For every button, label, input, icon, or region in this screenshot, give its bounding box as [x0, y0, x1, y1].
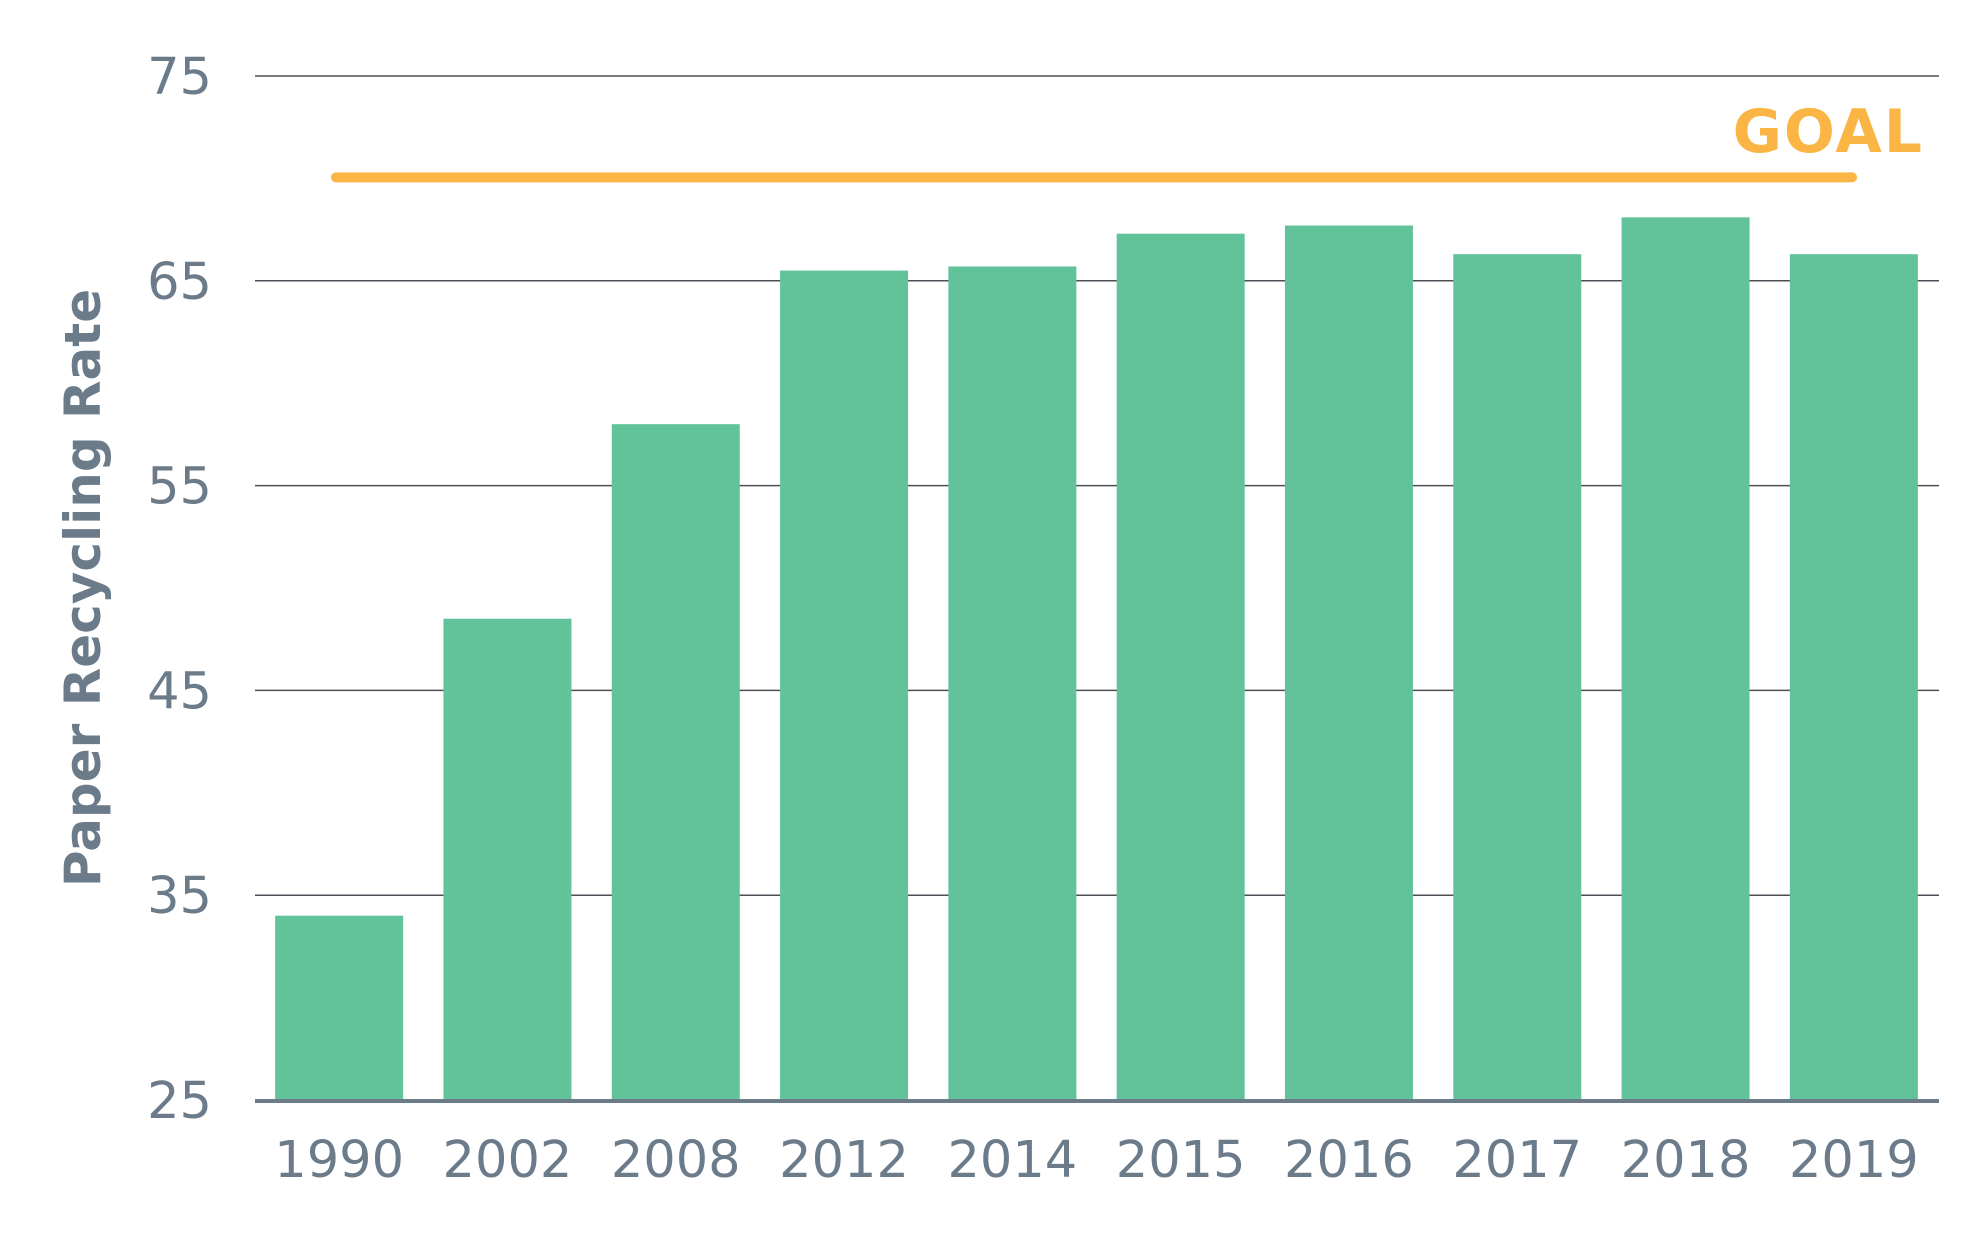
y-tick-label: 35 [147, 867, 212, 926]
y-tick-label: 45 [147, 662, 212, 721]
x-tick-label: 2016 [1284, 1131, 1414, 1190]
x-tick-label: 2019 [1789, 1131, 1919, 1190]
y-tick-label: 25 [147, 1072, 212, 1131]
goal-label: GOAL [1733, 97, 1924, 167]
bar-2018 [1621, 217, 1750, 1100]
bar-2015 [1116, 233, 1245, 1101]
x-tick-label: 2014 [947, 1131, 1077, 1190]
x-tick-label: 2002 [443, 1131, 573, 1190]
bar-2016 [1284, 225, 1413, 1100]
x-tick-label: 2015 [1116, 1131, 1246, 1190]
y-tick-label: 55 [147, 458, 212, 517]
x-tick-label: 1990 [274, 1131, 404, 1190]
bars [275, 217, 1918, 1101]
bar-2002 [443, 618, 572, 1100]
bar-2019 [1789, 254, 1918, 1100]
x-tick-label: 2008 [611, 1131, 741, 1190]
y-tick-label: 65 [147, 253, 212, 312]
bar-2014 [948, 266, 1077, 1100]
bar-2017 [1453, 254, 1582, 1100]
x-tick-label: 2018 [1621, 1131, 1751, 1190]
y-axis-ticks: 25 35 45 55 65 75 [147, 48, 212, 1131]
bar-1990 [275, 915, 404, 1100]
y-tick-label: 75 [147, 48, 212, 107]
y-axis-title: Paper Recycling Rate [54, 289, 112, 887]
x-axis-labels: 1990 2002 2008 2012 2014 2015 2016 2017 2018 2019 [274, 1131, 1918, 1190]
x-tick-label: 2017 [1452, 1131, 1582, 1190]
bar-2012 [780, 270, 909, 1100]
bar-2008 [611, 424, 740, 1100]
x-tick-label: 2012 [779, 1131, 909, 1190]
